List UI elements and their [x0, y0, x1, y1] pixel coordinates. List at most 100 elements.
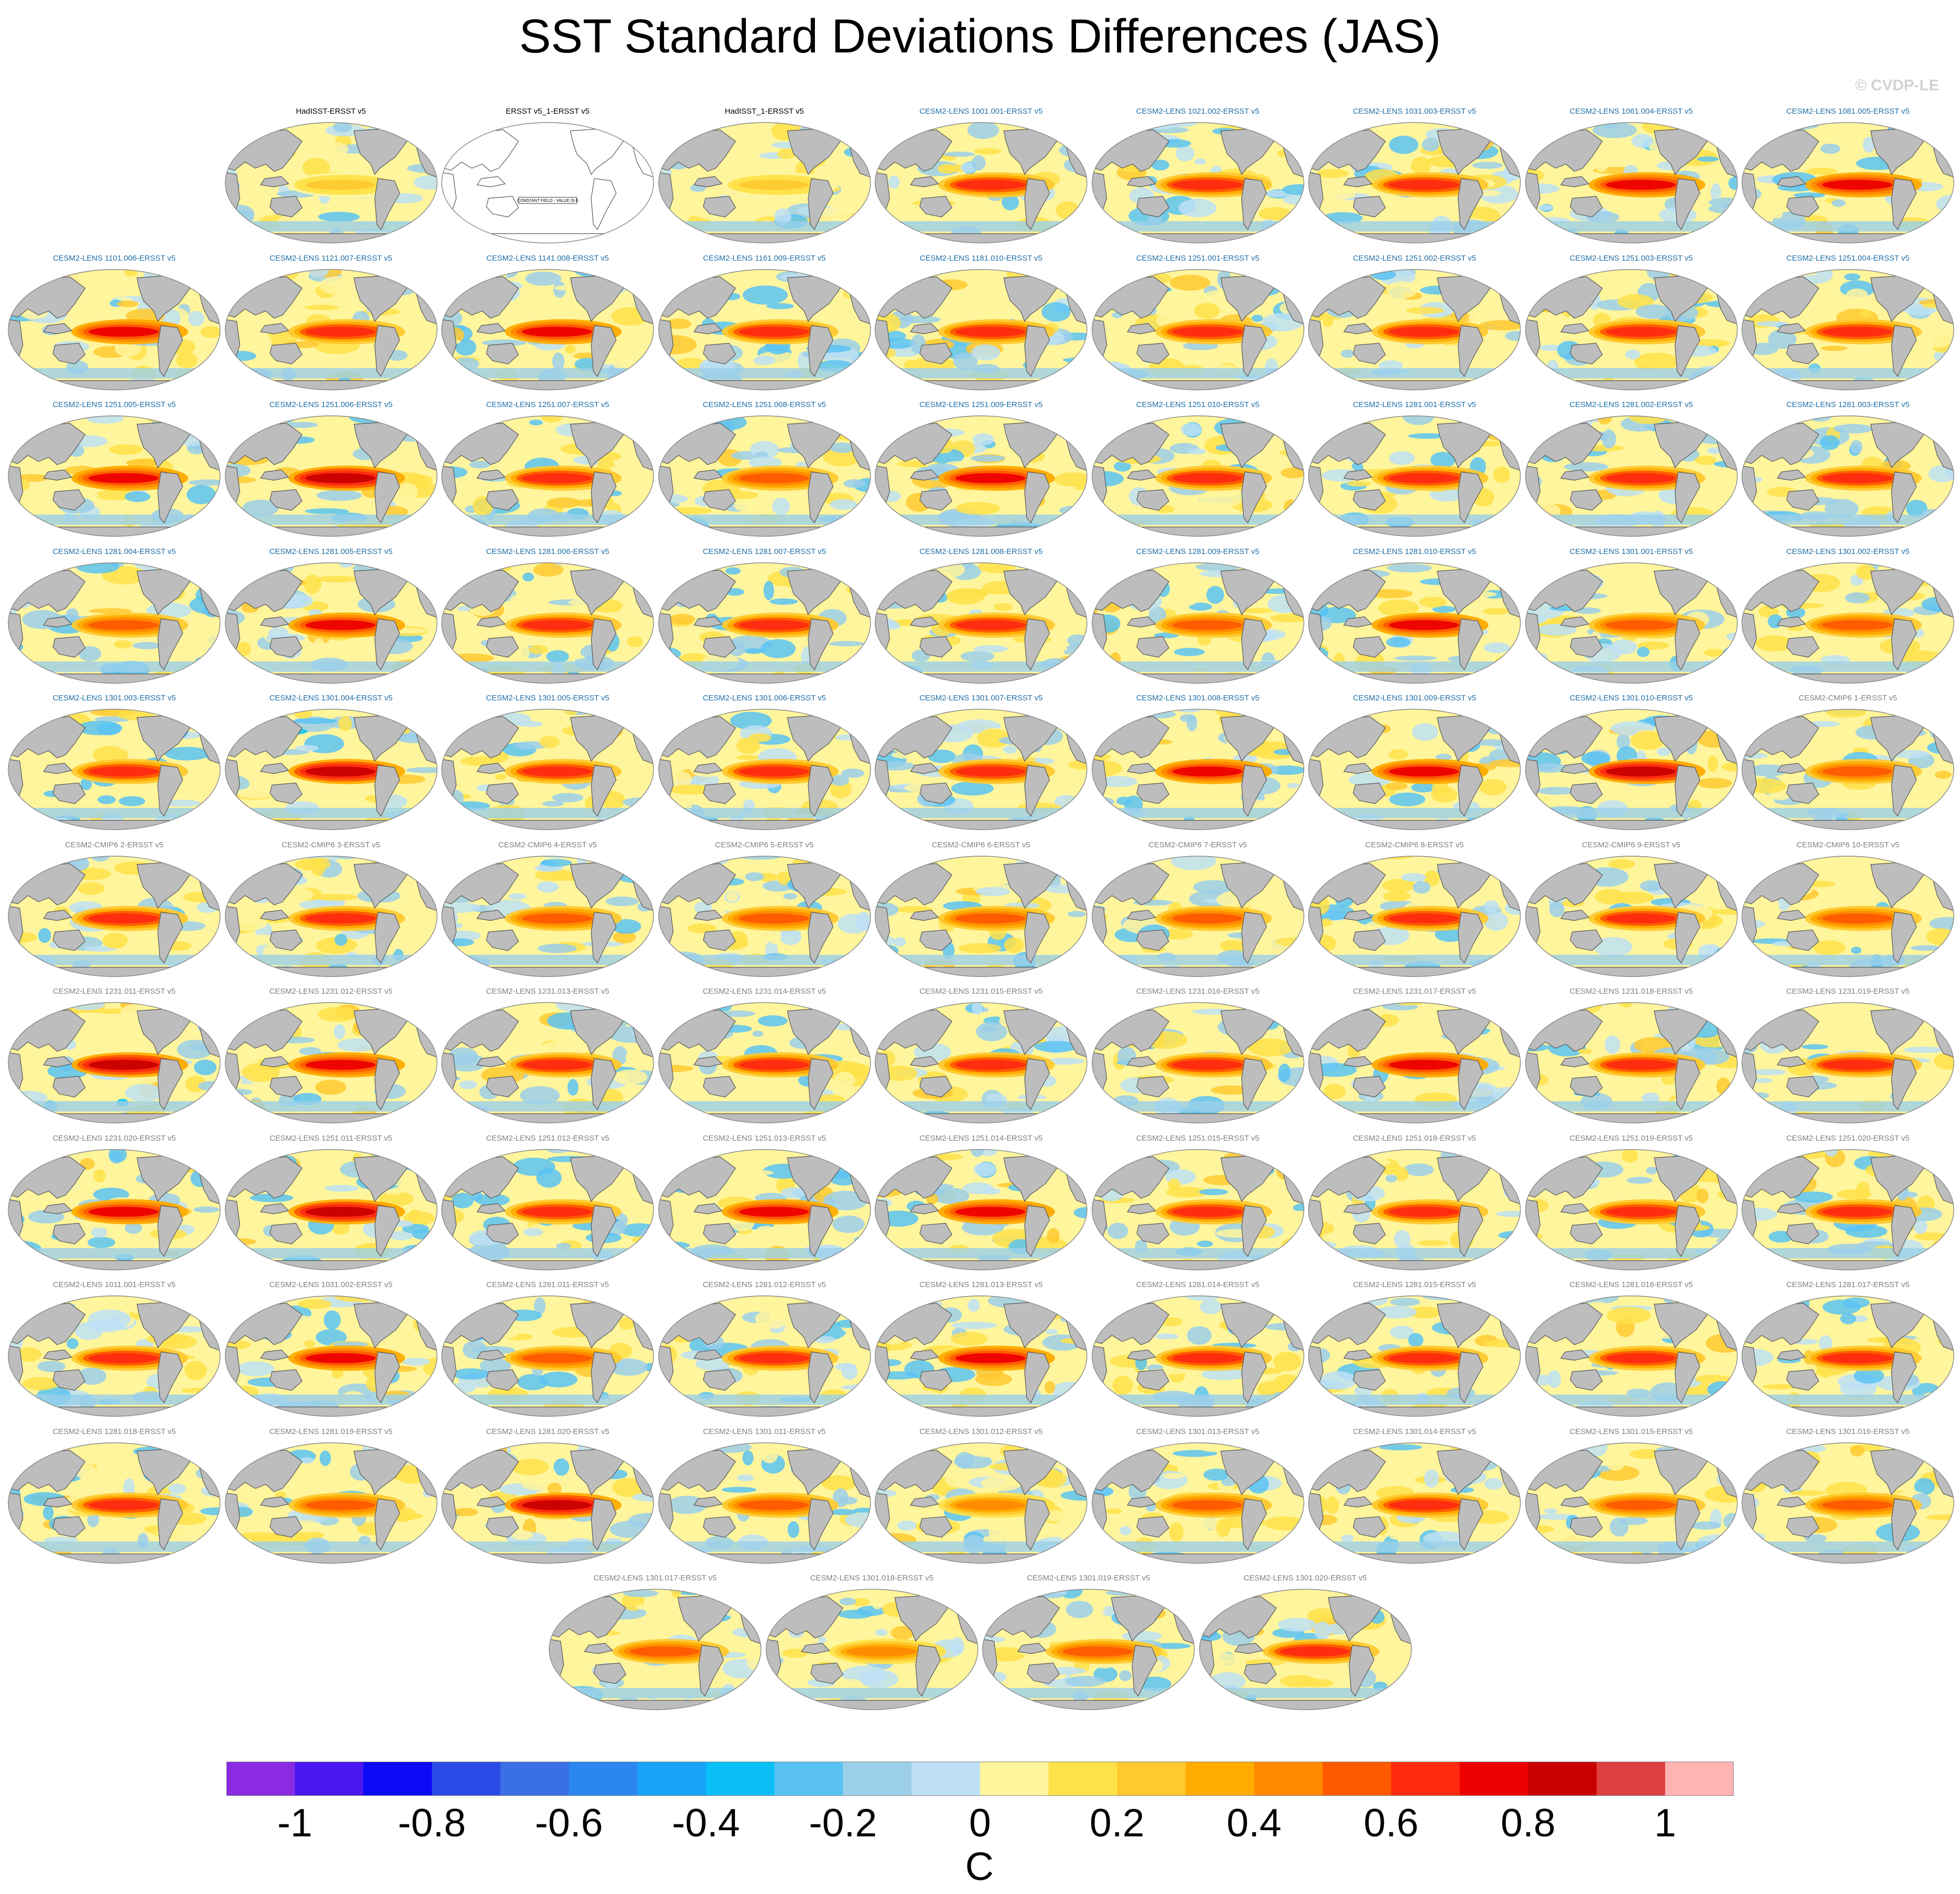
anomaly-blob	[1910, 944, 1941, 951]
anomaly-blob	[539, 1371, 578, 1388]
maritime-continent-landmass	[909, 909, 940, 921]
africa-landmass	[1525, 318, 1541, 367]
anomaly-blob	[442, 1003, 454, 1015]
panel-title: CESM2-LENS 1231.014-ERSST v5	[702, 987, 826, 996]
anomaly-blob	[1935, 770, 1952, 779]
robinson-map	[224, 1148, 438, 1270]
maritime-continent-landmass	[693, 322, 723, 334]
anomaly-blob	[529, 420, 543, 426]
australia-landmass	[1786, 635, 1819, 658]
australia-landmass	[486, 929, 519, 951]
africa-landmass	[1092, 172, 1107, 220]
africa-landmass	[1309, 318, 1324, 367]
maritime-continent-landmass	[693, 763, 723, 774]
anomaly-blob	[442, 425, 453, 439]
southern-ocean-band	[1092, 1248, 1304, 1259]
africa-landmass	[442, 1052, 457, 1100]
africa-landmass	[875, 1345, 890, 1393]
anomaly-blob	[204, 1411, 220, 1416]
anomaly-blob	[567, 1079, 579, 1096]
anomaly-blob	[843, 479, 866, 488]
anomaly-blob	[753, 355, 775, 365]
australia-landmass	[486, 489, 519, 511]
anomaly-blob	[1755, 320, 1788, 327]
enso-tongue	[88, 766, 159, 777]
antarctica-landmass	[442, 380, 654, 390]
anomaly-blob	[726, 891, 738, 901]
anomaly-blob	[831, 526, 867, 536]
anomaly-blob	[1309, 520, 1322, 527]
anomaly-blob	[1621, 1149, 1638, 1162]
anomaly-blob	[1120, 123, 1134, 128]
anomaly-blob	[225, 373, 253, 384]
panel-title: CESM2-LENS 1281.007-ERSST v5	[702, 547, 826, 556]
africa-landmass	[225, 172, 240, 220]
map-outline	[1741, 855, 1954, 977]
anomaly-blob	[402, 1358, 430, 1366]
anomaly-blob	[1154, 1333, 1179, 1340]
anomaly-blob	[304, 1340, 315, 1348]
africa-landmass	[1742, 172, 1757, 220]
enso-tongue	[305, 473, 375, 483]
maritime-continent-landmass	[43, 909, 73, 921]
anomaly-blob	[662, 1402, 704, 1416]
anomaly-blob	[1594, 888, 1625, 904]
maritime-continent-landmass	[43, 616, 73, 628]
anomaly-blob	[1309, 669, 1332, 682]
anomaly-blob	[225, 1259, 246, 1268]
robinson-map	[441, 562, 654, 684]
australia-landmass	[269, 196, 303, 218]
africa-landmass	[1742, 1052, 1757, 1100]
map-panel: CESM2-LENS 1301.010-ERSST v5	[1525, 694, 1738, 834]
robinson-map	[875, 122, 1087, 243]
anomaly-blob	[1309, 1246, 1322, 1252]
southern-ocean-band	[875, 661, 1087, 672]
anomaly-blob	[442, 1155, 459, 1164]
anomaly-blob	[1309, 1149, 1319, 1155]
anomaly-blob	[837, 914, 870, 934]
maritime-continent-landmass	[1560, 176, 1589, 187]
panel-title: CESM2-LENS 1251.018-ERSST v5	[1353, 1133, 1476, 1143]
anomaly-blob	[1525, 269, 1536, 274]
anomaly-blob	[1932, 856, 1954, 857]
robinson-map	[224, 268, 438, 390]
panel-title: CESM2-LENS 1281.016-ERSST v5	[1569, 1280, 1693, 1289]
anomaly-blob	[647, 444, 654, 456]
anomaly-blob	[176, 351, 198, 368]
australia-landmass	[919, 929, 952, 951]
anomaly-blob	[1043, 884, 1087, 894]
anomaly-blob	[448, 653, 494, 662]
maritime-continent-landmass	[1776, 176, 1806, 187]
map-outline	[658, 562, 871, 684]
anomaly-blob	[755, 1309, 788, 1329]
anomaly-blob	[1909, 416, 1952, 422]
anomaly-blob	[1297, 867, 1304, 874]
southern-ocean-band	[8, 1101, 220, 1112]
africa-landmass	[8, 612, 23, 660]
map-panel: CESM2-LENS 1281.011-ERSST v5	[441, 1280, 655, 1420]
maritime-continent-landmass	[476, 1056, 506, 1067]
anomaly-blob	[1281, 963, 1292, 974]
anomaly-blob	[1686, 1265, 1716, 1270]
robinson-map	[875, 709, 1087, 830]
map-outline	[1525, 268, 1738, 390]
anomaly-blob	[1742, 1252, 1764, 1264]
map-panel: CESM2-LENS 1301.007-ERSST v5	[874, 694, 1088, 834]
southern-ocean-band	[658, 954, 870, 965]
robinson-map	[1091, 122, 1304, 243]
anomaly-blob	[615, 269, 637, 278]
map-outline	[1525, 855, 1738, 977]
anomaly-blob	[1707, 755, 1718, 773]
anomaly-blob	[1309, 572, 1342, 583]
anomaly-blob	[854, 208, 870, 222]
anomaly-blob	[102, 932, 128, 949]
enso-tongue	[1822, 619, 1893, 630]
anomaly-blob	[1408, 433, 1447, 439]
panel-title: CESM2-LENS 1001.001-ERSST v5	[919, 107, 1043, 116]
map-panel: CESM2-CMIP6 2-ERSST v5	[7, 841, 221, 981]
enso-tongue	[305, 326, 375, 337]
map-outline	[658, 415, 871, 537]
panel-title: CESM2-LENS 1031.003-ERSST v5	[1353, 107, 1476, 116]
africa-landmass	[658, 1052, 674, 1100]
anomaly-blob	[383, 269, 401, 277]
